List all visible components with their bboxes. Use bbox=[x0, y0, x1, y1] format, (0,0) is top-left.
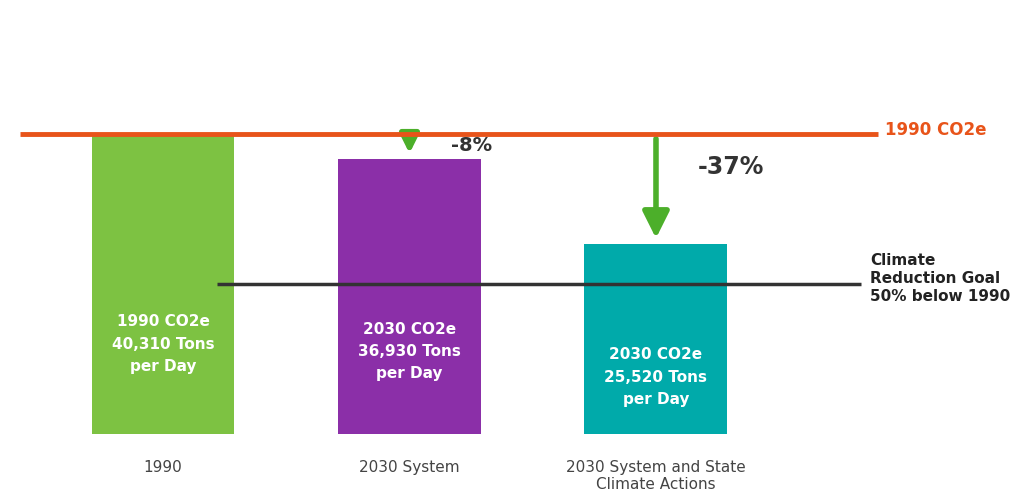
Text: 2030 System: 2030 System bbox=[359, 460, 460, 475]
Text: 1990 CO2e
40,310 Tons
per Day: 1990 CO2e 40,310 Tons per Day bbox=[112, 314, 214, 374]
Bar bbox=[91, 134, 234, 434]
Text: 2030 System and State
Climate Actions: 2030 System and State Climate Actions bbox=[566, 460, 745, 492]
Text: 1990 CO2e: 1990 CO2e bbox=[885, 121, 987, 139]
Text: Reduction Goal: Reduction Goal bbox=[870, 271, 1000, 286]
Text: -37%: -37% bbox=[698, 155, 764, 179]
Text: 50% below 1990: 50% below 1990 bbox=[870, 289, 1011, 304]
Text: Climate: Climate bbox=[870, 253, 936, 268]
Text: 2030 CO2e
25,520 Tons
per Day: 2030 CO2e 25,520 Tons per Day bbox=[604, 347, 708, 407]
Bar bbox=[585, 244, 727, 434]
Text: 1990: 1990 bbox=[143, 460, 182, 475]
Bar bbox=[338, 159, 481, 434]
Text: 2030 CO2e
36,930 Tons
per Day: 2030 CO2e 36,930 Tons per Day bbox=[358, 322, 461, 381]
Text: -8%: -8% bbox=[452, 136, 493, 155]
